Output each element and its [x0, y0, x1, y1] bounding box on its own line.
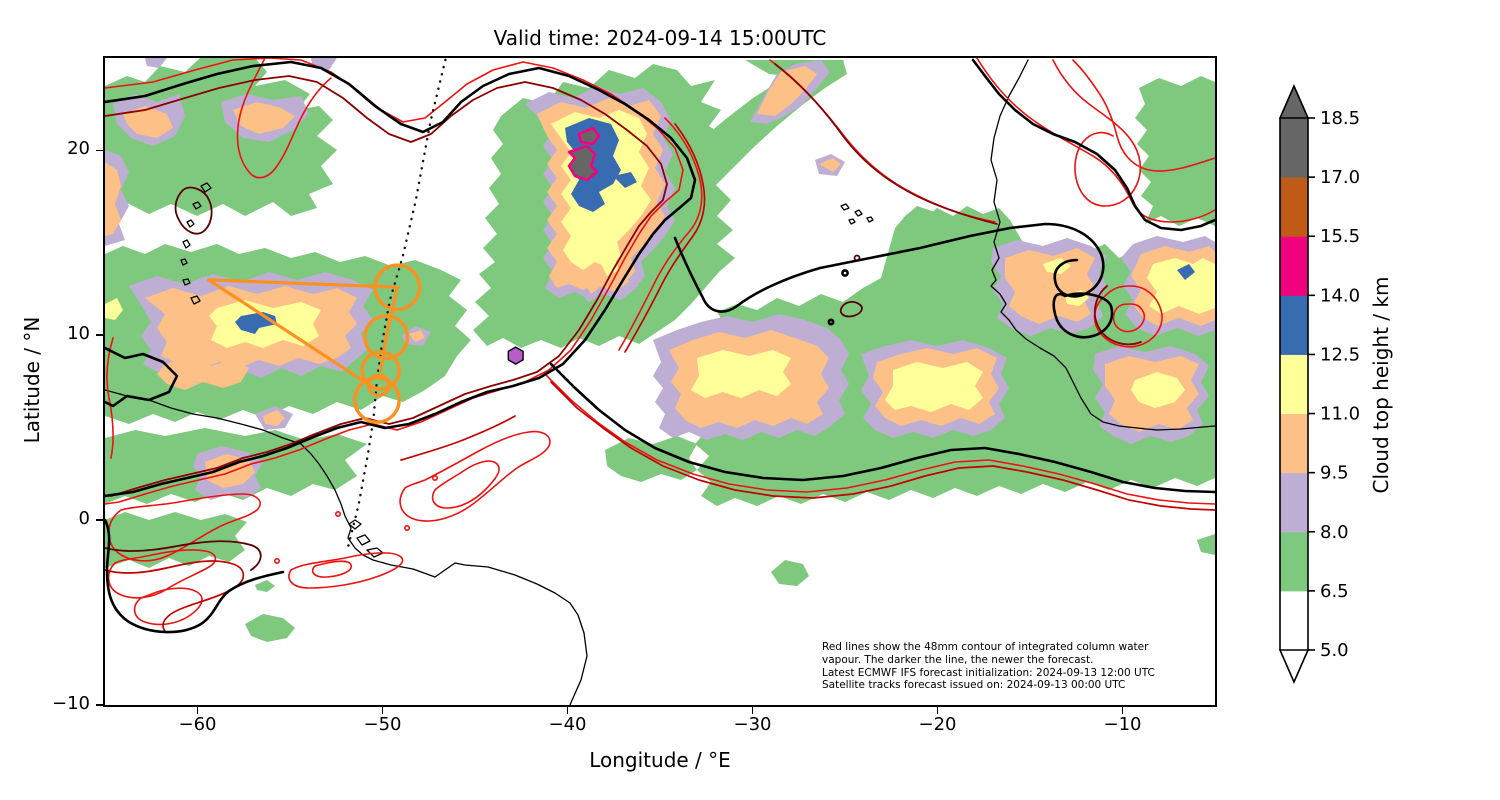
colorbar-tick-label: 15.5	[1320, 226, 1360, 247]
colorbar-label: Cloud top height / km	[1369, 277, 1393, 494]
cloud-fill-layer	[105, 58, 1215, 642]
colorbar-band	[1280, 295, 1308, 355]
water-vapour-contour-layer	[105, 58, 1215, 634]
x-tick-label: −40	[548, 714, 587, 735]
y-tick-label: 20	[67, 138, 90, 160]
colorbar-band	[1280, 590, 1308, 651]
annotation: Red lines show the 48mm contour of integ…	[822, 641, 1232, 692]
colorbar-tick-label: 14.0	[1320, 285, 1360, 306]
flight-loiter-circle	[366, 373, 391, 398]
annotation-line: Red lines show the 48mm contour of integ…	[822, 641, 1149, 653]
colorbar-tick-label: 8.0	[1320, 522, 1349, 543]
plot-title: Valid time: 2024-09-14 15:00UTC	[493, 26, 827, 50]
colorbar-tick-label: 6.5	[1320, 581, 1349, 602]
x-tick-mark	[936, 707, 939, 714]
map-plot-area: Red lines show the 48mm contour of integ…	[103, 56, 1217, 707]
amazon-mouth-islets	[348, 519, 384, 558]
annotation-line: vapour. The darker the line, the newer t…	[822, 653, 1094, 666]
satellite-track-dotted-line	[346, 58, 447, 551]
colorbar-band	[1280, 413, 1308, 474]
x-tick-mark	[1121, 707, 1124, 714]
colorbar-band	[1280, 354, 1308, 415]
lesser-antilles-islands	[180, 182, 212, 305]
annotation-line: Satellite tracks forecast issued on: 202…	[822, 679, 1126, 692]
map-canvas	[105, 58, 1215, 705]
colorbar-extend-low	[1278, 649, 1310, 684]
africa-coastline	[990, 59, 1215, 431]
colorbar-extend-high	[1278, 84, 1310, 119]
y-tick-mark	[96, 704, 103, 706]
colorbar-band	[1280, 531, 1308, 592]
x-tick-mark	[196, 707, 199, 714]
x-axis-label: Longitude / °E	[589, 748, 731, 772]
annotation-line: Latest ECMWF IFS forecast initialization…	[822, 666, 1155, 679]
south-america-coastline	[105, 389, 588, 705]
colorbar-tick-label: 9.5	[1320, 463, 1349, 484]
station-hexagon-marker	[507, 346, 524, 365]
flight-loiter-circle	[360, 350, 401, 391]
x-tick-label: −50	[363, 714, 402, 735]
colorbar: 5.0 6.5 8.0 9.5 11.0 12.5 14.0 15.5 17.0 18.5 Clou…	[1270, 80, 1480, 710]
cape-verde-islands	[840, 203, 874, 225]
x-tick-mark	[381, 707, 384, 714]
colorbar-tick-label: 5.0	[1320, 640, 1349, 661]
y-tick-mark	[96, 519, 103, 521]
flight-loiter-circle	[363, 314, 410, 361]
x-tick-label: −60	[178, 714, 217, 735]
x-tick-label: −30	[733, 714, 772, 735]
colorbar-tick-label: 17.0	[1320, 167, 1360, 188]
flight-track-leg	[384, 285, 399, 339]
flight-loiter-circle	[353, 376, 401, 424]
colorbar-band	[1280, 236, 1308, 296]
flight-track-leg	[206, 278, 376, 390]
colorbar-svg: 5.0 6.5 8.0 9.5 11.0 12.5 14.0 15.5 17.0 18.5 Clou…	[1278, 84, 1393, 684]
overlay-layer	[206, 58, 524, 551]
y-axis-label: Latitude / °N	[20, 316, 44, 444]
x-tick-label: −20	[918, 714, 957, 735]
coastline-layer	[105, 59, 1215, 705]
y-tick-label: 0	[78, 508, 90, 530]
flight-track-leg	[206, 278, 399, 289]
y-tick-mark	[96, 334, 103, 337]
colorbar-tick-label: 18.5	[1320, 108, 1360, 129]
colorbar-band	[1280, 472, 1308, 533]
colorbar-band	[1280, 177, 1308, 237]
y-tick-label: −10	[52, 693, 90, 714]
x-tick-mark	[751, 707, 754, 714]
colorbar-tick-label: 11.0	[1320, 404, 1360, 425]
y-tick-label: 10	[67, 323, 90, 345]
flight-loiter-circle	[373, 263, 422, 312]
x-tick-mark	[566, 707, 569, 714]
x-tick-label: −10	[1103, 714, 1142, 735]
colorbar-band	[1280, 118, 1308, 178]
y-tick-mark	[96, 149, 103, 152]
colorbar-tick-label: 12.5	[1320, 344, 1360, 365]
